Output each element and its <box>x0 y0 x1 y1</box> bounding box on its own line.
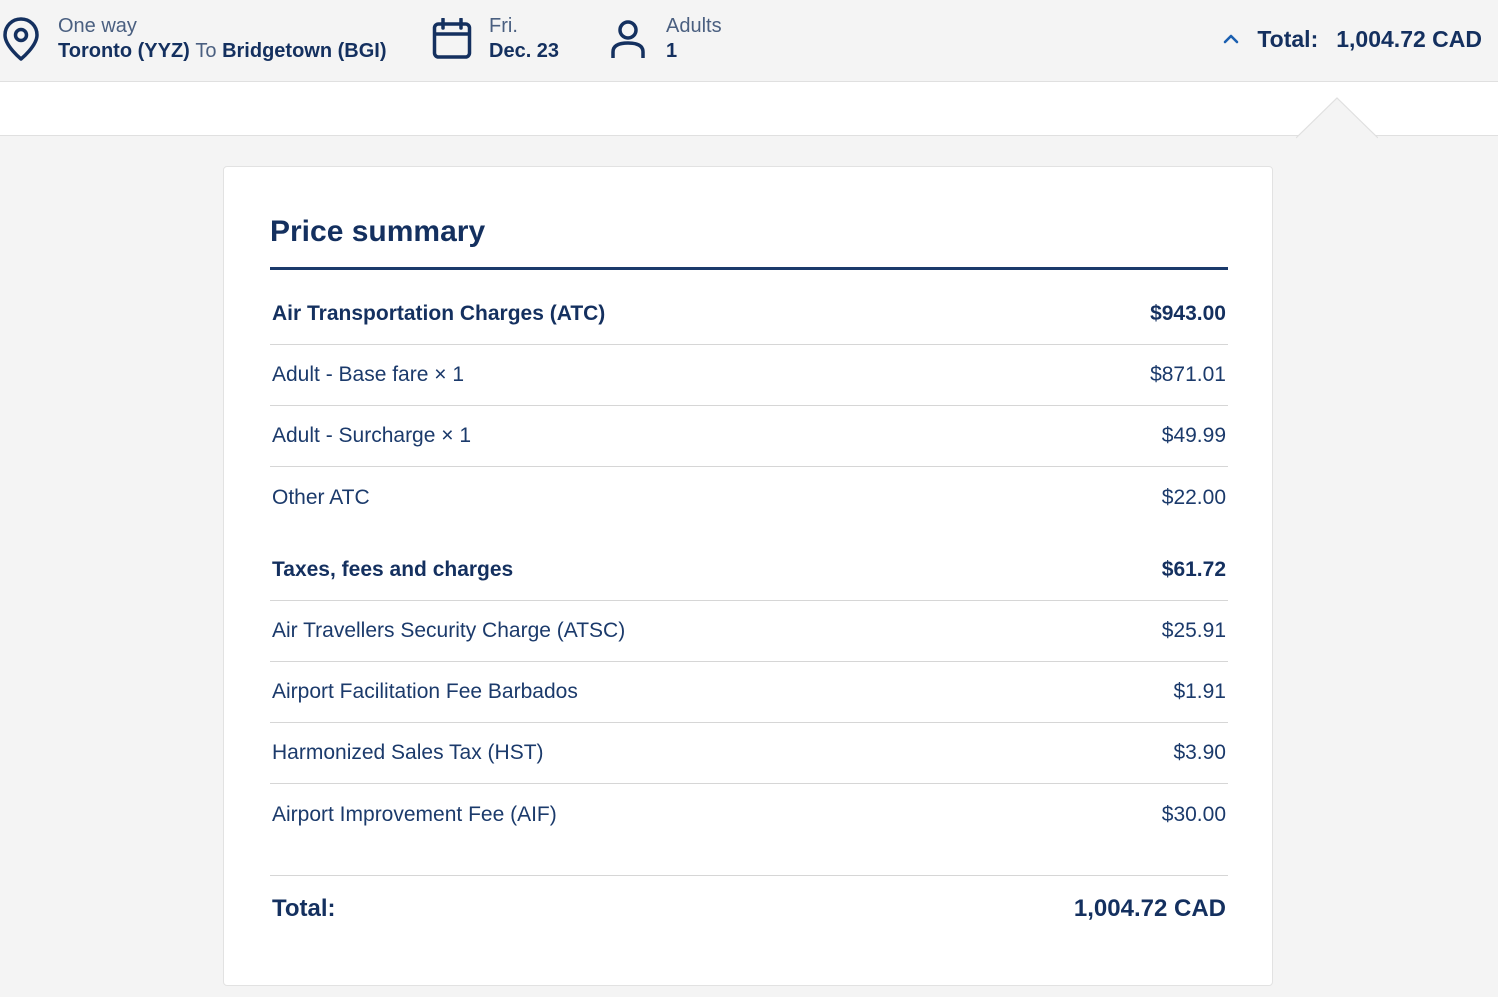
date-info: Fri. Dec. 23 <box>430 0 580 82</box>
price-summary-toggle[interactable]: Total: 1,004.72 CAD <box>1223 24 1482 54</box>
line-item-label: Air Travellers Security Charge (ATSC) <box>272 619 626 642</box>
passenger-info: Adults 1 <box>606 0 746 82</box>
section-label: Air Transportation Charges (ATC) <box>272 302 606 325</box>
summary-total-row: Total: 1,004.72 CAD <box>270 875 1228 941</box>
booking-summary-bar: One way Toronto (YYZ) To Bridgetown (BGI… <box>0 0 1498 82</box>
line-item-amount: $22.00 <box>1161 485 1226 509</box>
section-amount: $61.72 <box>1161 558 1226 581</box>
section-amount: $943.00 <box>1150 302 1226 325</box>
line-item-label: Adult - Surcharge × 1 <box>272 424 472 447</box>
line-item: Airport Improvement Fee (AIF) $30.00 <box>270 784 1228 845</box>
date-day-label: Fri. <box>489 15 518 37</box>
header-total-amount: 1,004.72 CAD <box>1336 25 1482 52</box>
price-summary-card: Price summary Air Transportation Charges… <box>223 166 1273 986</box>
line-item: Adult - Base fare × 1 $871.01 <box>270 345 1228 406</box>
line-item-label: Airport Facilitation Fee Barbados <box>272 680 578 703</box>
line-item-amount: $25.91 <box>1161 619 1226 642</box>
line-item-label: Adult - Base fare × 1 <box>272 363 465 386</box>
section-heading-taxes: Taxes, fees and charges $61.72 <box>270 540 1228 601</box>
title-divider <box>270 267 1228 270</box>
trip-type-label: One way <box>58 15 137 37</box>
route-info: One way Toronto (YYZ) To Bridgetown (BGI… <box>0 0 400 82</box>
summary-total-label: Total: <box>272 894 336 922</box>
line-item-amount: $871.01 <box>1150 363 1226 386</box>
line-item-label: Other ATC <box>272 485 370 509</box>
line-item: Adult - Surcharge × 1 $49.99 <box>270 406 1228 467</box>
destination-city: Bridgetown (BGI) <box>222 40 387 62</box>
line-item-label: Harmonized Sales Tax (HST) <box>272 741 544 764</box>
line-item-label: Airport Improvement Fee (AIF) <box>272 802 557 826</box>
route-text: Toronto (YYZ) To Bridgetown (BGI) <box>58 39 387 63</box>
person-icon <box>611 20 645 58</box>
origin-city: Toronto (YYZ) <box>58 40 190 62</box>
summary-total-amount: 1,004.72 CAD <box>1073 894 1226 922</box>
header-total-label: Total: <box>1257 25 1319 52</box>
chevron-up-icon <box>1224 34 1239 44</box>
line-item-amount: $3.90 <box>1173 741 1226 764</box>
calendar-icon <box>432 18 472 59</box>
line-item: Airport Facilitation Fee Barbados $1.91 <box>270 662 1228 723</box>
passengers-count: 1 <box>666 40 678 62</box>
map-pin-icon <box>3 17 39 61</box>
date-value: Dec. 23 <box>489 40 560 62</box>
price-summary-title: Price summary <box>270 215 486 248</box>
section-heading-atc: Air Transportation Charges (ATC) $943.00 <box>270 284 1228 345</box>
passengers-label: Adults <box>666 15 722 37</box>
panel-pointer <box>1296 97 1378 139</box>
line-item: Harmonized Sales Tax (HST) $3.90 <box>270 723 1228 784</box>
line-item-amount: $49.99 <box>1161 424 1226 447</box>
summary-panel-header <box>0 82 1498 136</box>
line-item-amount: $1.91 <box>1173 680 1226 703</box>
line-item-amount: $30.00 <box>1161 802 1226 826</box>
route-to-word: To <box>195 40 217 62</box>
line-item: Air Travellers Security Charge (ATSC) $2… <box>270 601 1228 662</box>
section-label: Taxes, fees and charges <box>272 558 514 581</box>
line-item: Other ATC $22.00 <box>270 467 1228 528</box>
